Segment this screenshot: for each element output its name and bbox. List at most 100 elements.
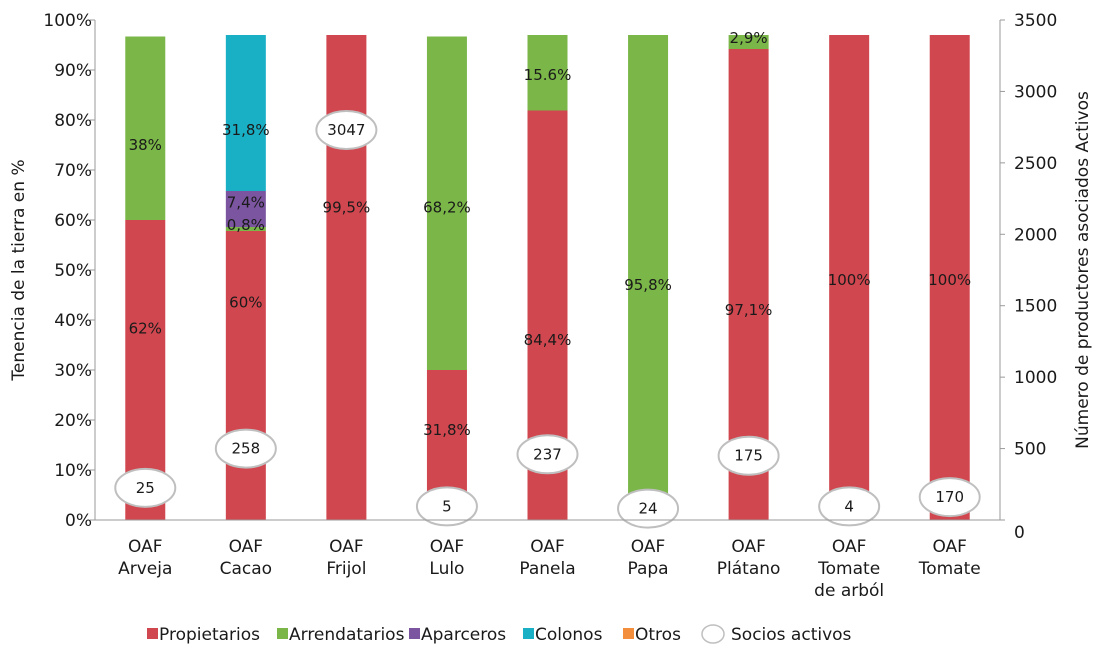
bar-segment bbox=[225, 231, 266, 520]
y-axis-title-left: Tenencia de la tierra en % bbox=[9, 159, 29, 381]
legend-swatch bbox=[701, 624, 725, 644]
legend-label: Otros bbox=[635, 625, 681, 645]
y-tick-label: 80% bbox=[54, 111, 92, 131]
socios-activos-marker bbox=[516, 434, 579, 475]
legend-swatch bbox=[409, 628, 420, 639]
y-tick-label: 10% bbox=[54, 461, 92, 481]
x-tick-label: OAF bbox=[229, 537, 264, 557]
bar-segment bbox=[125, 36, 166, 220]
bar-segment bbox=[728, 35, 769, 49]
data-label: 99,5% bbox=[323, 199, 371, 217]
y-right-tick-label: 1000 bbox=[1014, 368, 1057, 388]
data-label: 0,8% bbox=[227, 216, 265, 234]
socios-activos-marker bbox=[617, 488, 680, 529]
y-axis-title-right: Número de productores asociados Activos bbox=[1073, 91, 1093, 449]
x-tick-label: Cacao bbox=[220, 559, 272, 579]
x-tick-label: Tomate bbox=[817, 559, 880, 579]
y-right-tick-label: 0 bbox=[1014, 523, 1025, 543]
socios-activos-label: 175 bbox=[734, 447, 763, 465]
bar-segment bbox=[225, 35, 266, 191]
y-tick-label: 40% bbox=[54, 311, 92, 331]
x-tick-label: OAF bbox=[832, 537, 867, 557]
data-label: 7,4% bbox=[227, 194, 265, 212]
axes-layer: 0% 10% 20% 30% 40% 50% 60% 70% 80% 90% 100% 0 500 100… bbox=[9, 11, 1093, 601]
legend-label: Colonos bbox=[535, 625, 603, 645]
bar-segment bbox=[426, 36, 467, 370]
legend-label: Propietarios bbox=[159, 625, 260, 645]
bar-segment bbox=[326, 35, 367, 520]
data-label: 95,8% bbox=[624, 276, 672, 294]
socios-activos-marker bbox=[818, 486, 881, 527]
x-tick-label: de arból bbox=[814, 581, 884, 601]
bar-segment bbox=[225, 227, 266, 231]
data-label: 68,2% bbox=[423, 199, 471, 217]
segment-labels-layer: 62% 60% 99,5% 31,8% 84,4% 97,1% 100% 100% 38% 0,8… bbox=[129, 29, 972, 439]
y-tick-label: 50% bbox=[54, 261, 92, 281]
x-tick-label: Arveja bbox=[118, 559, 172, 579]
y-tick-label: 0% bbox=[65, 511, 92, 531]
x-tick-label: Plátano bbox=[717, 559, 781, 579]
x-tick-label: Tomate bbox=[918, 559, 981, 579]
data-label: 60% bbox=[229, 294, 262, 312]
y-right-tick-label: 3500 bbox=[1014, 11, 1057, 31]
y-tick-label: 100% bbox=[43, 11, 92, 31]
x-tick-label: OAF bbox=[329, 537, 364, 557]
socios-activos-label: 4 bbox=[844, 497, 854, 515]
socios-activos-label: 25 bbox=[136, 479, 155, 497]
bar-segment bbox=[829, 35, 870, 520]
x-tick-label: OAF bbox=[530, 537, 565, 557]
y-tick-label: 90% bbox=[54, 61, 92, 81]
x-tick-label: Panela bbox=[519, 559, 575, 579]
data-label: 100% bbox=[928, 271, 971, 289]
bar-segment bbox=[628, 35, 669, 520]
socios-activos-marker bbox=[717, 435, 780, 476]
y-tick-label: 60% bbox=[54, 211, 92, 231]
y-tick-label: 20% bbox=[54, 411, 92, 431]
data-label: 97,1% bbox=[725, 301, 773, 319]
legend-swatch bbox=[523, 628, 534, 639]
socios-activos-marker bbox=[315, 110, 378, 150]
legend-swatch bbox=[147, 628, 158, 639]
data-label: 15.6% bbox=[524, 66, 572, 84]
y-right-tick-label: 1500 bbox=[1014, 297, 1057, 317]
legend-label: Socios activos bbox=[731, 625, 852, 645]
y-right-tick-label: 3000 bbox=[1014, 82, 1057, 102]
socios-activos-label: 258 bbox=[232, 440, 261, 458]
y-tick-label: 70% bbox=[54, 161, 92, 181]
legend-label: Arrendatarios bbox=[289, 625, 405, 645]
socios-activos-marker bbox=[114, 467, 177, 508]
x-tick-label: Papa bbox=[627, 559, 668, 579]
x-tick-label: Frijol bbox=[326, 559, 366, 579]
x-tick-label: OAF bbox=[128, 537, 163, 557]
y-right-tick-label: 500 bbox=[1014, 440, 1046, 460]
socios-activos-label: 170 bbox=[935, 488, 964, 506]
data-label: 100% bbox=[828, 271, 871, 289]
y-right-tick-label: 2000 bbox=[1014, 225, 1057, 245]
y-right-tick-label: 2500 bbox=[1014, 154, 1057, 174]
x-tick-label: OAF bbox=[631, 537, 666, 557]
data-label: 84,4% bbox=[524, 331, 572, 349]
legend-swatch bbox=[623, 628, 634, 639]
x-tick-label: OAF bbox=[731, 537, 766, 557]
socios-activos-label: 5 bbox=[442, 497, 452, 515]
socios-activos-label: 237 bbox=[533, 445, 562, 463]
socios-activos-layer: 25 258 3047 5 237 24 175 4 170 bbox=[114, 110, 981, 529]
legend-label: Aparceros bbox=[421, 625, 506, 645]
x-tick-label: OAF bbox=[932, 537, 967, 557]
socios-activos-marker bbox=[415, 486, 478, 527]
y-tick-label: 30% bbox=[54, 361, 92, 381]
bar-segment bbox=[527, 35, 568, 111]
data-label: 2,9% bbox=[730, 29, 768, 47]
socios-activos-marker bbox=[214, 428, 277, 469]
data-label: 38% bbox=[129, 136, 162, 154]
legend-swatch bbox=[277, 628, 288, 639]
x-tick-label: OAF bbox=[430, 537, 465, 557]
bar-segment bbox=[225, 191, 266, 227]
socios-activos-label: 3047 bbox=[327, 121, 365, 139]
data-label: 31,8% bbox=[423, 421, 471, 439]
bar-segment bbox=[929, 35, 970, 520]
legend: Propietarios Arrendatarios Aparceros Colono… bbox=[147, 624, 852, 645]
x-tick-label: Lulo bbox=[429, 559, 464, 579]
socios-activos-label: 24 bbox=[639, 500, 658, 518]
